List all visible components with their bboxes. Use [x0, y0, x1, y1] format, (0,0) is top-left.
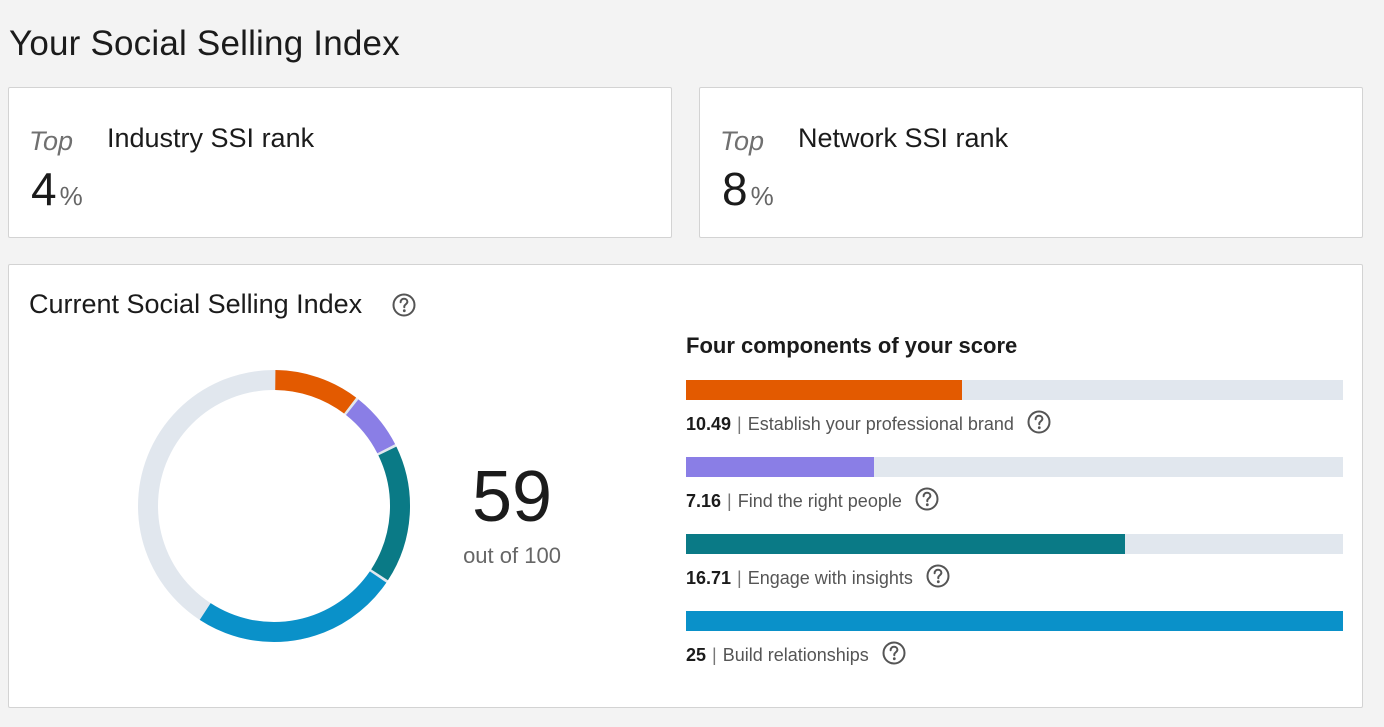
question-circle-icon[interactable]: [1026, 409, 1052, 440]
current-ssi-card: Current Social Selling Index 59 out of 1…: [8, 264, 1363, 708]
component-caption: 7.16 | Find the right people: [686, 487, 1344, 513]
page-title: Your Social Selling Index: [9, 24, 400, 63]
component-bar-fill: [686, 380, 962, 400]
network-rank-prefix: Top: [720, 126, 765, 156]
component-caption: 10.49 | Establish your professional bran…: [686, 410, 1344, 436]
ssi-score-subtitle: out of 100: [463, 543, 561, 568]
industry-rank-card: Top Industry SSI rank 4%: [8, 87, 672, 238]
component-engage-insights: 16.71 | Engage with insights: [686, 534, 1344, 590]
industry-rank-value: 4%: [31, 166, 83, 212]
donut-segments: [199, 370, 410, 642]
component-label: Find the right people: [737, 490, 902, 511]
component-caption: 25 | Build relationships: [686, 641, 1344, 667]
network-rank-number: 8: [722, 163, 748, 215]
component-separator: |: [737, 567, 742, 588]
component-label: Establish your professional brand: [747, 413, 1014, 434]
component-bar-track: [686, 611, 1343, 631]
component-label: Build relationships: [722, 644, 869, 665]
industry-rank-label: Industry SSI rank: [107, 123, 315, 153]
component-caption: 16.71 | Engage with insights: [686, 564, 1344, 590]
industry-rank-number: 4: [31, 163, 57, 215]
question-circle-icon[interactable]: [914, 486, 940, 517]
component-separator: |: [737, 413, 742, 434]
component-label: Engage with insights: [747, 567, 913, 588]
component-bar-track: [686, 534, 1343, 554]
question-circle-icon[interactable]: [881, 640, 907, 671]
component-score: 7.16: [686, 490, 722, 511]
industry-rank-prefix: Top: [29, 126, 74, 156]
components-title: Four components of your score: [686, 333, 1018, 358]
donut-segment-1: [345, 399, 396, 454]
network-rank-label: Network SSI rank: [798, 123, 1009, 153]
component-score: 10.49: [686, 413, 732, 434]
question-circle-icon[interactable]: [391, 292, 417, 323]
component-score: 25: [686, 644, 707, 665]
network-rank-card: Top Network SSI rank 8%: [699, 87, 1363, 238]
component-separator: |: [712, 644, 717, 665]
component-bar-track: [686, 380, 1343, 400]
component-bar-fill: [686, 457, 875, 477]
ssi-donut-chart: [138, 370, 410, 642]
component-score: 16.71: [686, 567, 732, 588]
ssi-title: Current Social Selling Index: [29, 289, 363, 319]
ssi-score: 59: [471, 457, 553, 537]
component-build-relationships: 25 | Build relationships: [686, 611, 1344, 667]
donut-segment-2: [371, 446, 410, 581]
component-bar-track: [686, 457, 1343, 477]
industry-rank-unit: %: [59, 181, 83, 211]
component-bar-fill: [686, 611, 1343, 631]
question-circle-icon[interactable]: [925, 563, 951, 594]
network-rank-value: 8%: [722, 166, 774, 212]
component-bar-fill: [686, 534, 1126, 554]
component-separator: |: [727, 490, 732, 511]
component-right-people: 7.16 | Find the right people: [686, 457, 1344, 513]
network-rank-unit: %: [750, 181, 774, 211]
donut-segment-0: [274, 370, 357, 414]
component-professional-brand: 10.49 | Establish your professional bran…: [686, 380, 1344, 436]
donut-segment-3: [199, 571, 387, 642]
